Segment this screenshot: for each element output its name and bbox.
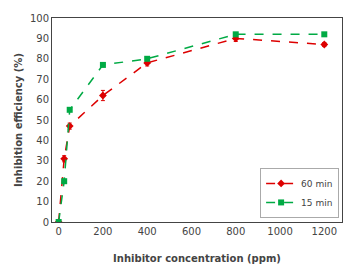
svg-text:600: 600 [182, 226, 201, 237]
svg-text:10: 10 [36, 196, 49, 207]
svg-text:15 min: 15 min [301, 198, 332, 208]
svg-text:60 min: 60 min [301, 179, 332, 189]
svg-text:Inhibitor concentration (ppm): Inhibitor concentration (ppm) [113, 253, 281, 264]
svg-text:50: 50 [36, 115, 49, 126]
svg-text:200: 200 [93, 226, 112, 237]
svg-text:80: 80 [36, 53, 49, 64]
svg-text:90: 90 [36, 33, 49, 44]
svg-text:Inhibition efficiency (%): Inhibition efficiency (%) [13, 53, 24, 187]
svg-text:1200: 1200 [312, 226, 337, 237]
svg-text:70: 70 [36, 74, 49, 85]
svg-text:30: 30 [36, 155, 49, 166]
svg-text:40: 40 [36, 135, 49, 146]
svg-text:1000: 1000 [267, 226, 292, 237]
svg-text:0: 0 [55, 226, 61, 237]
svg-text:60: 60 [36, 94, 49, 105]
svg-text:100: 100 [30, 13, 49, 24]
svg-text:20: 20 [36, 176, 49, 187]
svg-text:400: 400 [138, 226, 157, 237]
svg-text:800: 800 [226, 226, 245, 237]
svg-text:0: 0 [43, 217, 49, 228]
